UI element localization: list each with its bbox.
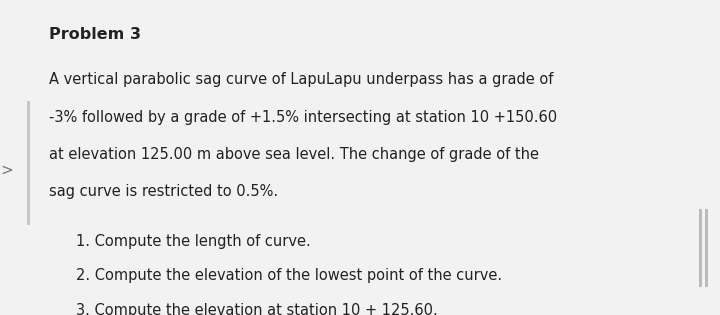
Text: -3% followed by a grade of +1.5% intersecting at station 10 +150.60: -3% followed by a grade of +1.5% interse… (49, 110, 557, 125)
Text: 3. Compute the elevation at station 10 + 125.60.: 3. Compute the elevation at station 10 +… (76, 303, 437, 315)
Text: 2. Compute the elevation of the lowest point of the curve.: 2. Compute the elevation of the lowest p… (76, 268, 502, 284)
Text: >: > (1, 163, 14, 178)
Text: sag curve is restricted to 0.5%.: sag curve is restricted to 0.5%. (49, 184, 278, 199)
Text: 1. Compute the length of curve.: 1. Compute the length of curve. (76, 234, 310, 249)
Text: Problem 3: Problem 3 (49, 27, 141, 42)
Text: A vertical parabolic sag curve of LapuLapu underpass has a grade of: A vertical parabolic sag curve of LapuLa… (49, 72, 554, 88)
Bar (27, 101, 30, 225)
Text: at elevation 125.00 m above sea level. The change of grade of the: at elevation 125.00 m above sea level. T… (49, 147, 539, 162)
Bar (699, 209, 702, 287)
Bar (705, 209, 708, 287)
